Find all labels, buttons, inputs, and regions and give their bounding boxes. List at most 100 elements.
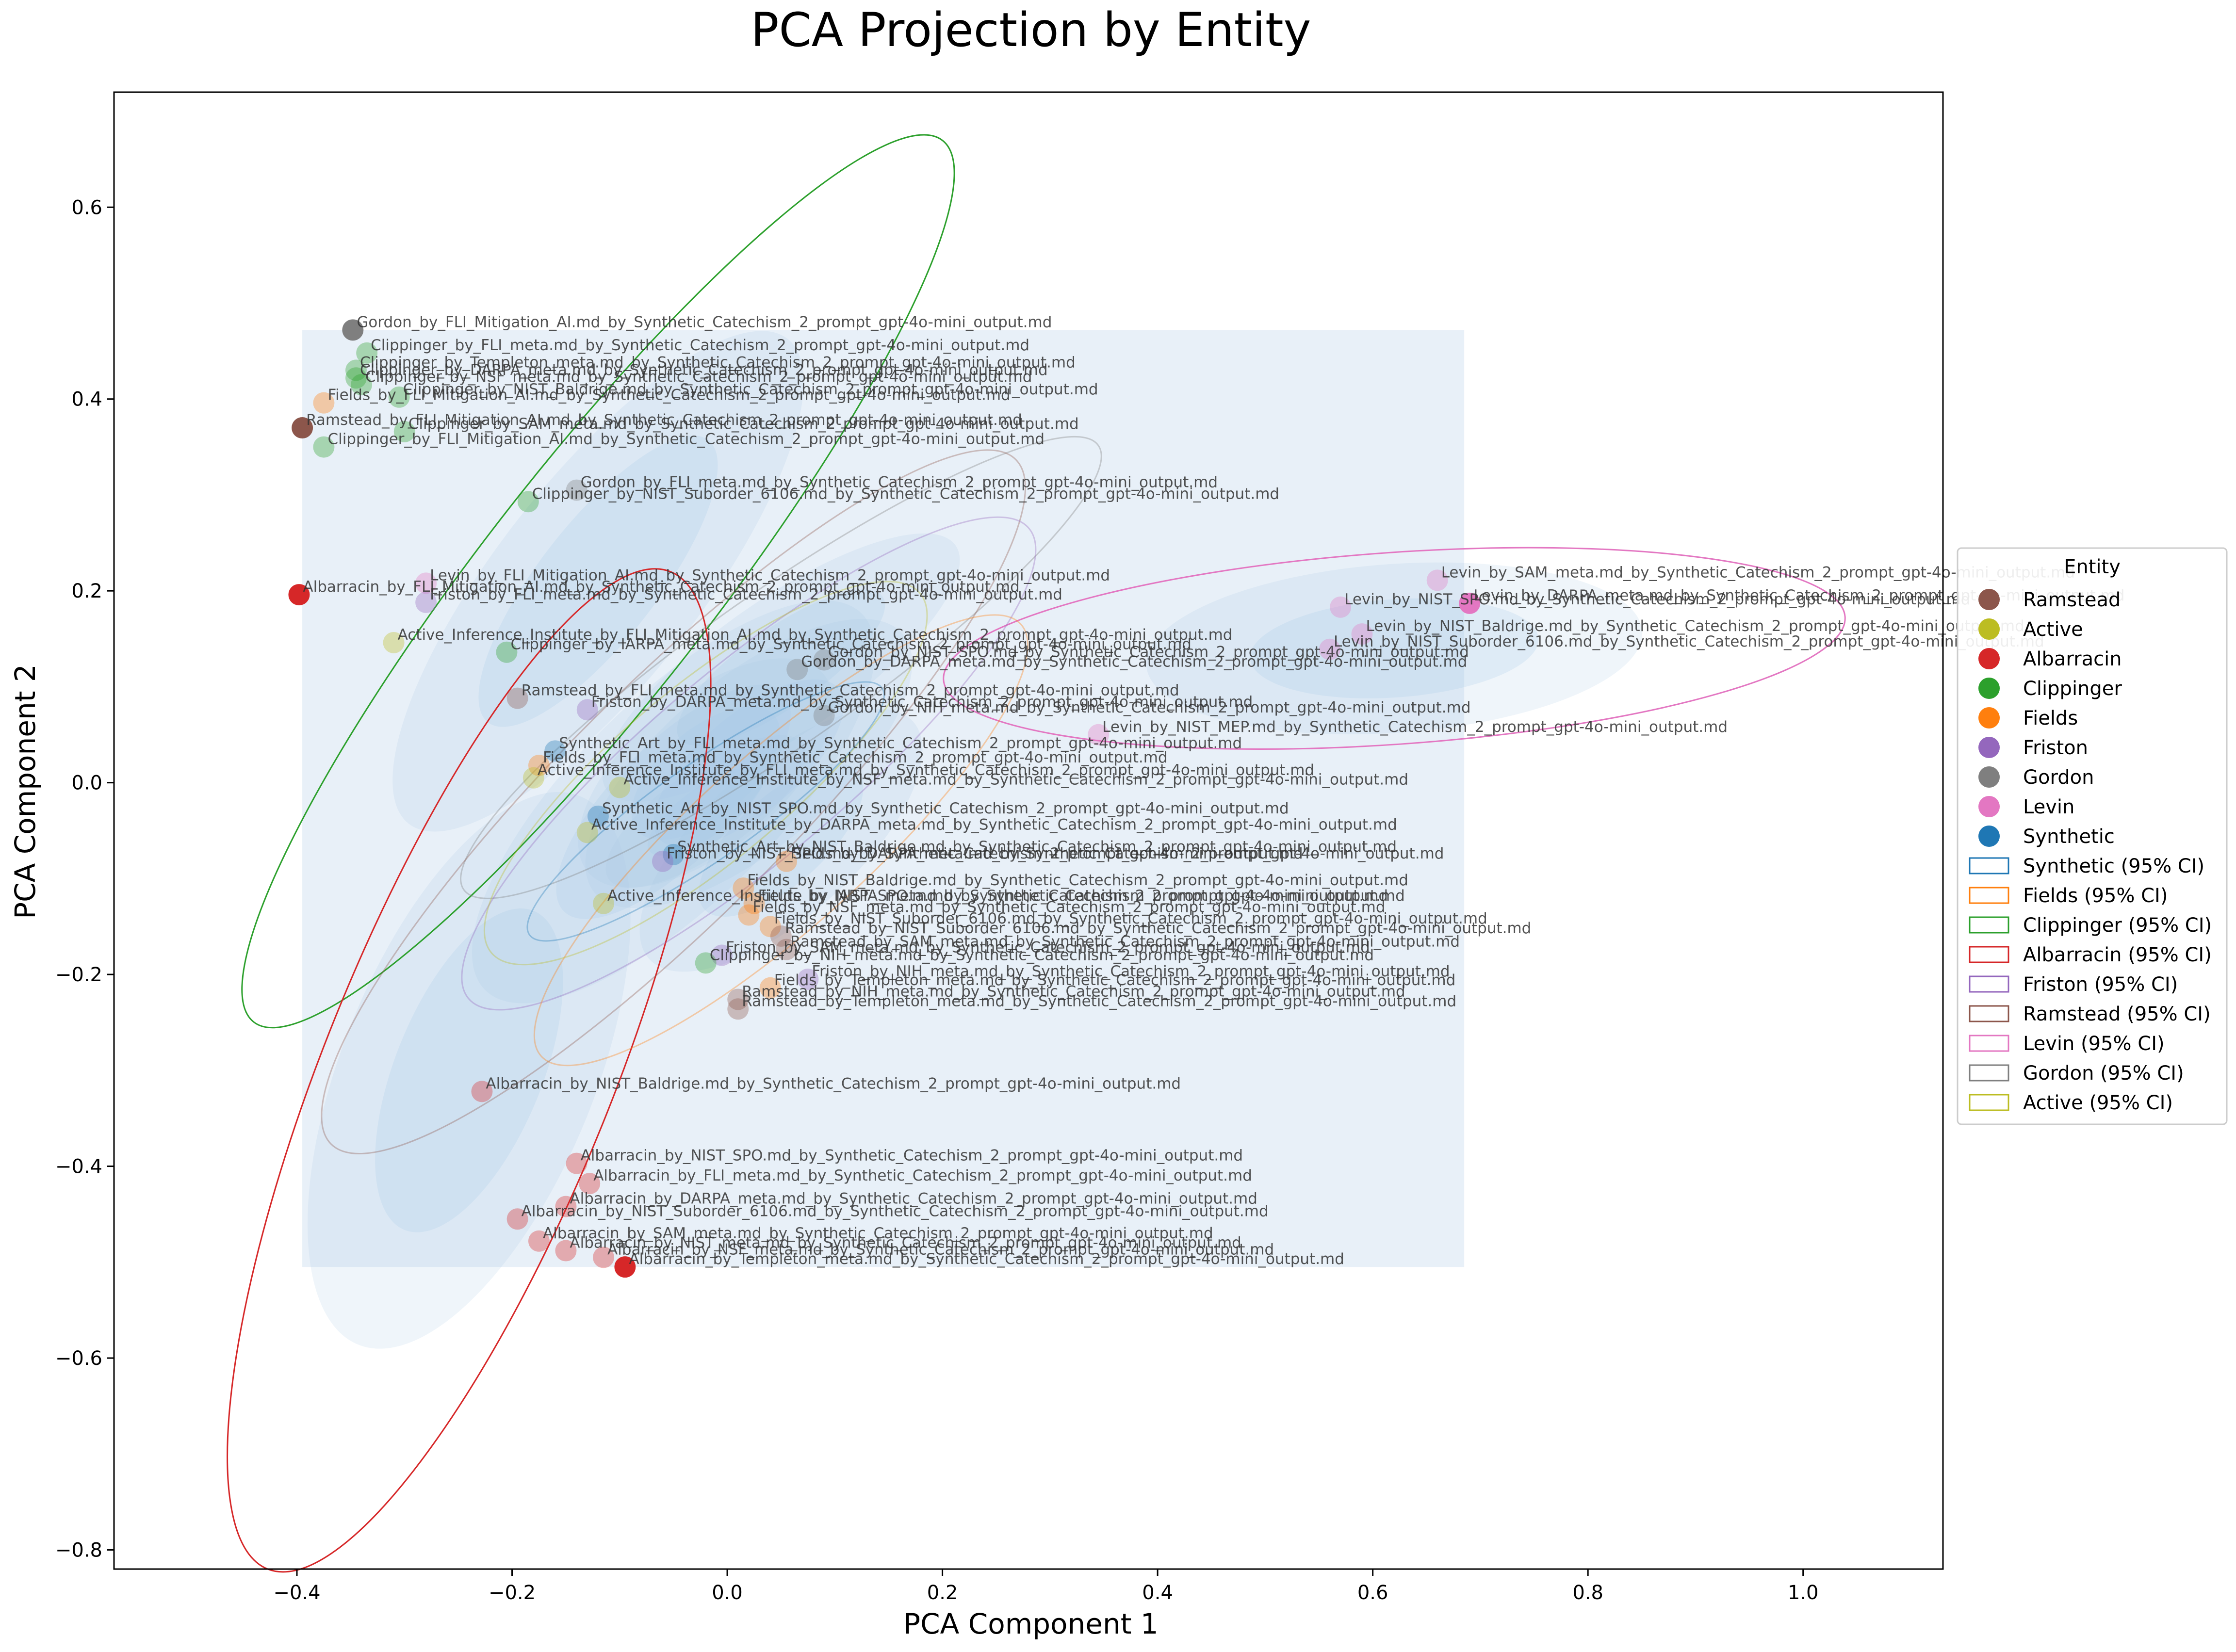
point-label: Albarracin_by_NSF_meta.md_by_Synthetic_C…: [607, 1241, 1274, 1258]
data-points: [288, 319, 1481, 1278]
ellipse-clippinger-95ci: [241, 134, 955, 1029]
legend-marker-clippinger: [1978, 678, 2000, 699]
density-blob-albarracin: [375, 908, 563, 1232]
plot-frame: [113, 91, 1944, 1570]
legend-swatch-ci: [1969, 887, 2009, 904]
point-label: Clippinger_by_FLI_meta.md_by_Synthetic_C…: [371, 337, 1029, 354]
point-levin: [1351, 623, 1373, 645]
legend-marker-albarracin: [1978, 648, 2000, 669]
point-levin: [1330, 596, 1352, 618]
point-active: [522, 767, 544, 789]
ellipse-active-95ci: [483, 581, 928, 966]
point-clippinger: [695, 952, 717, 974]
point-label: Levin_by_NIST_MEP.md_by_Synthetic_Catech…: [1102, 718, 1728, 736]
point-label: Fields_by_Templeton_meta.md_by_Synthetic…: [774, 972, 1456, 989]
point-albarracin: [555, 1240, 577, 1262]
point-clippinger: [345, 367, 367, 389]
point-label: Clippinger_by_NSF_meta.md_by_Synthetic_C…: [365, 368, 1032, 386]
legend-label: Clippinger: [2023, 678, 2122, 700]
legend-label: Friston (95% CI): [2023, 973, 2178, 996]
point-ramstead: [292, 417, 313, 439]
point-ramstead: [776, 939, 798, 960]
y-tick-label: −0.8: [55, 1539, 102, 1561]
legend-marker-gordon: [1978, 766, 2000, 788]
point-label: Ramstead_by_FLI_Mitigation_AI.md_by_Synt…: [306, 411, 1022, 429]
point-label: Albarracin_by_FLI_Mitigation_AI.md_by_Sy…: [303, 578, 1019, 596]
x-tick-label: −0.4: [273, 1582, 320, 1604]
point-label: Clippinger_by_DARPA_meta.md_by_Synthetic…: [360, 361, 1048, 379]
density-background-region: [302, 330, 1465, 1267]
density-blob-friston: [585, 619, 913, 908]
point-albarracin: [288, 584, 310, 606]
legend-entries: Ramstead Active Albarracin Clippinger Fields…: [1969, 589, 2212, 1114]
x-tick-label: 0.6: [1357, 1582, 1388, 1604]
point-label: Synthetic_Art_by_FLI_meta.md_by_Syntheti…: [559, 734, 1242, 752]
x-tick-label: 1.0: [1788, 1582, 1819, 1604]
density-blob-ramstead: [556, 684, 791, 919]
point-clippinger: [356, 342, 378, 364]
point-gordon: [342, 319, 364, 341]
y-axis: −0.8 −0.6 −0.4 −0.2 0.0 0.2 0.4 0.6: [55, 196, 114, 1561]
point-friston: [711, 944, 733, 966]
point-label: Fields_by_NSF_meta.md_by_Synthetic_Catec…: [752, 899, 1385, 916]
legend-label: Gordon (95% CI): [2023, 1062, 2184, 1085]
density-blob-gordon: [602, 533, 960, 802]
legend-marker-fields: [1978, 707, 2000, 729]
legend-swatch-ci: [1969, 946, 2009, 963]
point-ramstead: [506, 687, 528, 709]
point-albarracin: [506, 1208, 528, 1230]
point-label: Fields_by_FLI_Mitigation_AI.md_by_Synthe…: [327, 387, 1010, 404]
density-blob-synthetic: [605, 735, 806, 888]
density-blob-clippinger: [478, 436, 718, 727]
point-label: Albarracin_by_DARPA_meta.md_by_Synthetic…: [570, 1190, 1257, 1208]
point-label: Fields_by_NIST_Baldrige.md_by_Synthetic_…: [747, 872, 1408, 889]
legend-marker-friston: [1978, 737, 2000, 758]
y-tick-label: −0.2: [55, 964, 102, 986]
point-label: Synthetic_Art_by_NIST_Baldrige.md_by_Syn…: [677, 838, 1397, 856]
legend: Entity Ramstead Active Albarracin Clippinge…: [1957, 547, 2228, 1125]
point-ramstead: [770, 925, 792, 947]
ellipse-ramstead-95ci: [321, 449, 1026, 1155]
y-tick-label: −0.6: [55, 1347, 102, 1370]
point-friston: [652, 850, 673, 872]
y-tick-label: 0.2: [71, 580, 102, 602]
x-tick-label: −0.2: [489, 1582, 536, 1604]
legend-label: Ramstead (95% CI): [2023, 1003, 2211, 1025]
point-gordon: [813, 649, 835, 671]
point-clippinger: [388, 386, 410, 408]
point-fields: [313, 392, 335, 414]
point-label: Fields_by_NIST_Suborder_6106.md_by_Synth…: [774, 910, 1487, 927]
point-clippinger: [345, 359, 367, 381]
point-labels: Gordon_by_FLI_Mitigation_AI.md_by_Synthe…: [303, 313, 2124, 1268]
density-blob-clippinger: [392, 331, 804, 832]
x-tick-label: 0.8: [1572, 1582, 1603, 1604]
ellipse-gordon-95ci: [460, 436, 1102, 899]
point-label: Gordon_by_NIST_SPO.md_by_Synthetic_Catec…: [828, 644, 1469, 661]
point-fields: [759, 977, 781, 999]
point-label: Clippinger_by_NIST_Suborder_6106.md_by_S…: [532, 485, 1279, 502]
point-levin: [1088, 724, 1110, 745]
x-tick-label: 0.2: [927, 1582, 958, 1604]
point-albarracin: [471, 1081, 493, 1102]
ellipse-levin-95ci: [943, 547, 1846, 750]
legend-label: Levin: [2023, 796, 2074, 818]
legend-swatch-ci: [1969, 857, 2009, 875]
point-label: Levin_by_NIST_SPO.md_by_Synthetic_Catech…: [1344, 591, 1970, 608]
legend-label: Active (95% CI): [2023, 1092, 2173, 1114]
legend-label: Active: [2023, 618, 2083, 641]
y-tick-label: −0.4: [55, 1156, 102, 1178]
point-synthetic: [587, 805, 609, 827]
legend-swatch-ci: [1969, 975, 2009, 993]
ellipse-fields-95ci: [533, 614, 1028, 1067]
point-label: Albarracin_by_NIST_Suborder_6106.md_by_S…: [522, 1202, 1269, 1220]
point-label: Active_Inference_Institute_by_FLI_Mitiga…: [398, 626, 1233, 644]
point-label: Ramstead_by_NIST_Suborder_6106.md_by_Syn…: [785, 920, 1531, 937]
density-blob-friston: [653, 679, 844, 848]
point-label: Albarracin_by_Templeton_meta.md_by_Synth…: [629, 1250, 1344, 1268]
point-label: Gordon_by_NIH_meta.md_by_Synthetic_Catec…: [828, 699, 1471, 716]
point-albarracin: [528, 1230, 550, 1252]
point-friston: [576, 699, 598, 721]
point-label: Fields_by_IARPA_meta.md_by_Synthetic_Cat…: [758, 887, 1405, 905]
plot-area: Gordon_by_FLI_Mitigation_AI.md_by_Synthe…: [113, 91, 2124, 1573]
point-label: Levin_by_NIST_Baldrige.md_by_Synthetic_C…: [1366, 617, 2024, 635]
